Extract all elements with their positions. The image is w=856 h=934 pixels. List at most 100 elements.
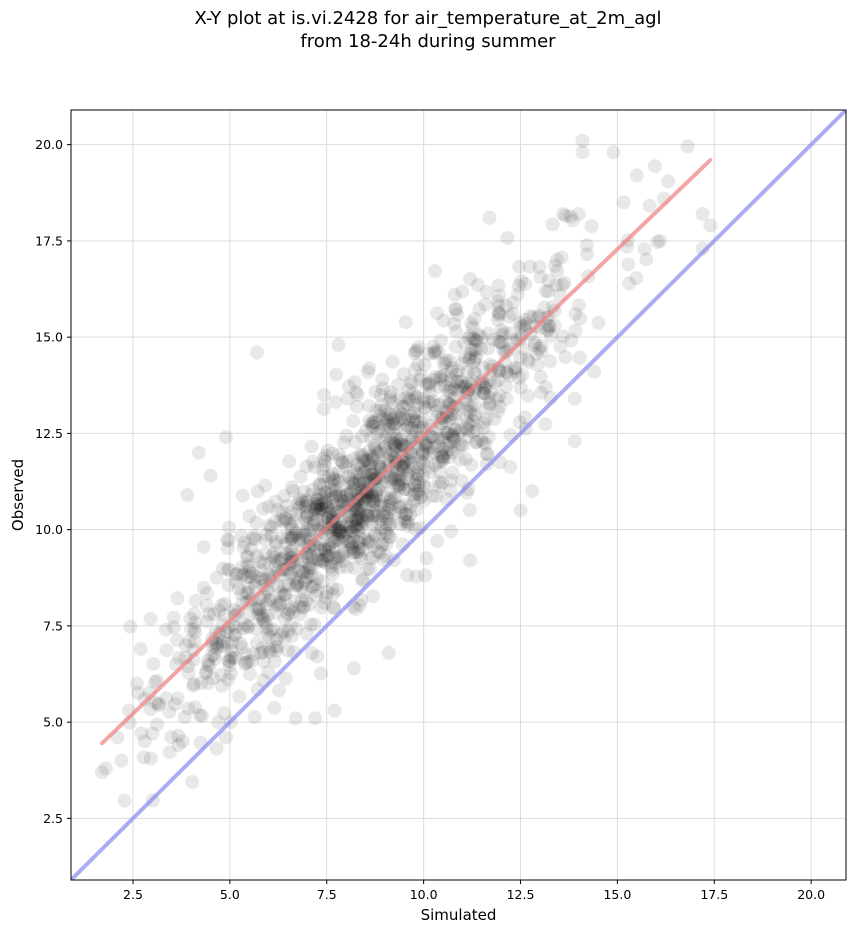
data-point	[359, 423, 373, 438]
data-point	[136, 750, 151, 765]
data-point	[367, 526, 382, 541]
data-point	[545, 217, 560, 232]
data-point	[271, 599, 286, 613]
data-point	[479, 447, 494, 462]
data-point	[143, 751, 158, 766]
data-point	[313, 543, 328, 558]
data-point	[293, 564, 308, 579]
data-point	[233, 636, 248, 651]
data-point	[291, 496, 306, 511]
data-point	[284, 617, 298, 632]
data-point	[355, 571, 370, 586]
data-point	[467, 407, 482, 422]
data-point	[354, 505, 369, 520]
data-point	[219, 730, 233, 745]
data-point	[381, 511, 396, 526]
data-point	[384, 469, 399, 484]
data-point	[364, 467, 379, 482]
data-point	[423, 378, 438, 393]
data-point	[175, 734, 190, 749]
data-point	[435, 449, 450, 464]
data-point	[541, 284, 556, 299]
data-point	[284, 532, 299, 547]
data-point	[521, 388, 535, 403]
data-point	[292, 534, 307, 549]
data-point	[284, 543, 299, 558]
data-point	[332, 533, 347, 548]
data-point	[407, 406, 422, 421]
data-point	[310, 513, 325, 528]
data-point	[341, 509, 356, 524]
data-point	[279, 512, 294, 527]
data-point	[143, 611, 158, 626]
data-point	[308, 496, 323, 511]
data-point	[470, 277, 485, 292]
y-tick-label: 17.5	[35, 233, 63, 248]
data-point	[533, 370, 548, 384]
data-point	[326, 530, 341, 545]
data-point	[327, 473, 342, 488]
data-point	[443, 483, 458, 498]
data-point	[203, 468, 218, 483]
y-tick-label: 7.5	[43, 618, 63, 633]
data-point	[222, 658, 237, 673]
data-point	[296, 565, 311, 580]
data-point	[344, 472, 359, 487]
data-point	[379, 537, 394, 552]
data-point	[406, 487, 421, 502]
data-point	[377, 439, 392, 454]
data-point	[469, 350, 484, 365]
data-point	[285, 529, 300, 544]
data-point	[456, 380, 471, 394]
data-point	[366, 494, 381, 509]
data-point	[447, 434, 462, 449]
data-point	[355, 429, 370, 444]
data-point	[389, 440, 404, 455]
data-point	[256, 501, 271, 516]
data-point	[487, 375, 502, 390]
data-point	[397, 482, 412, 497]
data-point	[435, 450, 450, 465]
data-point	[276, 514, 291, 529]
data-point	[541, 323, 556, 337]
data-point	[353, 461, 368, 476]
data-point	[543, 354, 558, 369]
data-point	[411, 486, 426, 501]
data-point	[473, 341, 488, 356]
data-point	[263, 592, 278, 607]
data-point	[236, 540, 251, 555]
data-point	[400, 459, 415, 474]
data-point	[427, 445, 442, 460]
data-point	[291, 531, 306, 545]
data-point	[505, 306, 520, 321]
data-point	[441, 425, 456, 440]
data-point	[339, 487, 354, 502]
data-point	[512, 415, 527, 430]
data-point	[201, 676, 215, 691]
data-point	[339, 525, 354, 540]
data-point	[436, 313, 451, 328]
data-point	[391, 472, 406, 487]
data-point	[407, 477, 422, 492]
data-point	[217, 608, 232, 623]
data-point	[279, 537, 293, 552]
data-point	[365, 452, 380, 467]
data-point	[661, 174, 676, 189]
data-point	[568, 323, 583, 338]
data-point	[188, 625, 203, 640]
data-point	[329, 489, 344, 504]
data-point	[415, 468, 430, 483]
data-point	[443, 442, 458, 457]
data-point	[556, 329, 571, 344]
data-point	[244, 542, 259, 557]
data-point	[293, 532, 308, 547]
data-point	[492, 308, 506, 322]
data-point	[247, 709, 262, 724]
data-point	[334, 494, 349, 508]
data-point	[238, 617, 253, 632]
x-axis-label: Simulated	[421, 906, 497, 924]
data-point	[426, 430, 440, 445]
data-point	[234, 587, 249, 602]
data-point	[407, 362, 422, 377]
